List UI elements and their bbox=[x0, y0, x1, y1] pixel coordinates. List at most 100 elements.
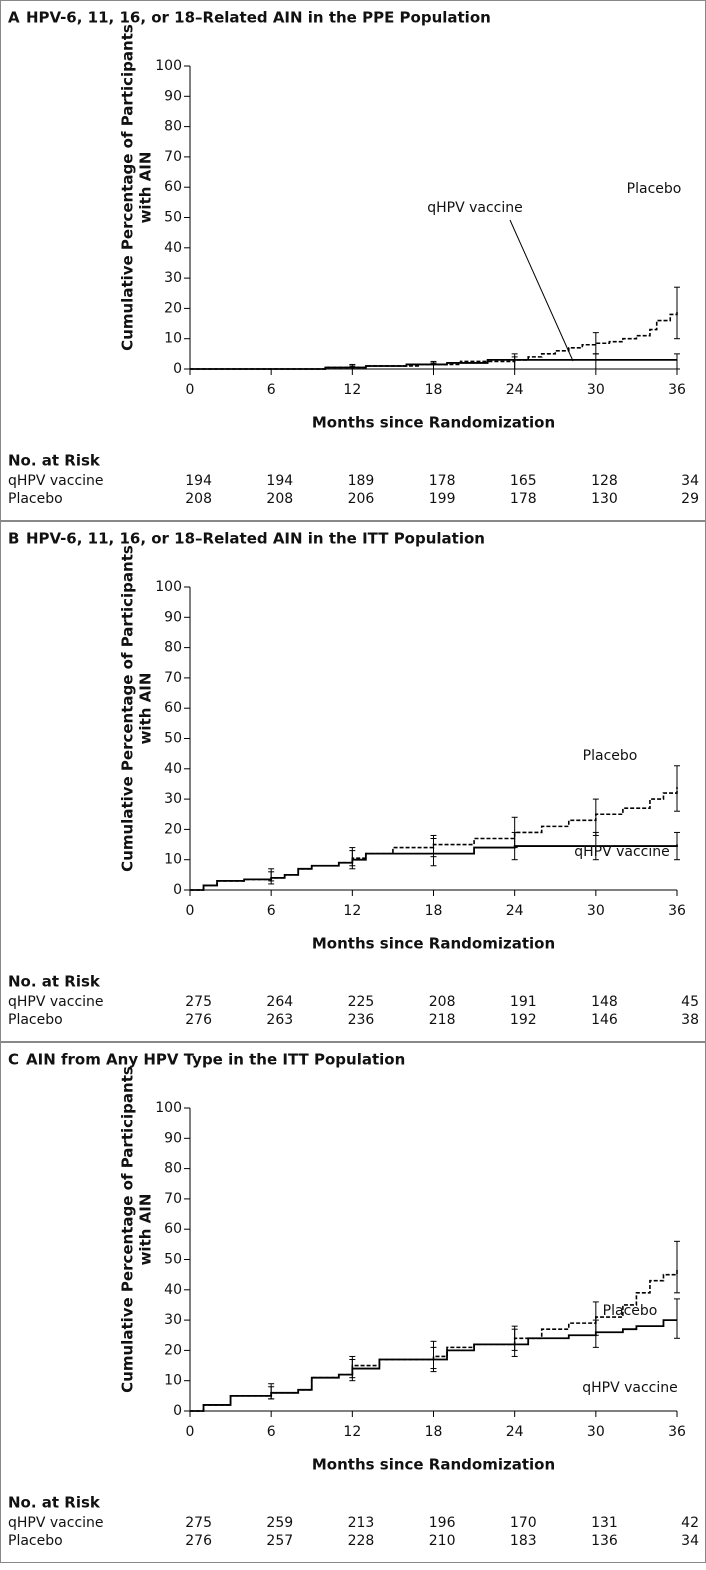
error-bar bbox=[349, 847, 356, 867]
x-tick-label: 0 bbox=[186, 382, 195, 398]
y-tick-label: 50 bbox=[164, 1252, 182, 1268]
panel-letter: B bbox=[8, 530, 19, 548]
x-tick-label: 24 bbox=[506, 382, 524, 398]
y-tick-label: 90 bbox=[164, 609, 182, 625]
y-tick-label: 40 bbox=[164, 1282, 182, 1298]
x-tick-label: 0 bbox=[186, 1424, 195, 1440]
error-bar bbox=[674, 353, 680, 370]
y-tick-label: 30 bbox=[164, 1312, 182, 1328]
y-tick-label: 60 bbox=[164, 179, 182, 195]
x-tick-label: 30 bbox=[587, 1424, 605, 1440]
step-line bbox=[190, 1268, 678, 1412]
risk-value: 228 bbox=[348, 1533, 375, 1549]
series-label: qHPV vaccine bbox=[574, 844, 670, 860]
risk-value: 208 bbox=[429, 994, 456, 1010]
error-bar bbox=[430, 834, 437, 858]
y-tick-label: 40 bbox=[164, 761, 182, 777]
y-axis-label: with AIN bbox=[137, 673, 155, 745]
risk-value: 183 bbox=[510, 1533, 537, 1549]
y-tick-label: 70 bbox=[164, 670, 182, 686]
error-bar bbox=[511, 1325, 518, 1351]
error-bar bbox=[592, 353, 599, 370]
y-tick-label: 40 bbox=[164, 240, 182, 256]
y-tick-label: 0 bbox=[173, 882, 182, 898]
panel: B HPV-6, 11, 16, or 18–Related AIN in the… bbox=[0, 521, 706, 1042]
y-axis-label: Cumulative Percentage of Participants bbox=[119, 24, 137, 351]
panel: C AIN from Any HPV Type in the ITT Popula… bbox=[0, 1042, 706, 1563]
risk-value: 213 bbox=[348, 1515, 375, 1531]
x-tick-label: 24 bbox=[506, 1424, 524, 1440]
panel-title: AIN from Any HPV Type in the ITT Populat… bbox=[26, 1051, 405, 1069]
y-tick-label: 100 bbox=[155, 1100, 182, 1116]
y-tick-label: 0 bbox=[173, 1403, 182, 1419]
x-tick-label: 18 bbox=[425, 382, 443, 398]
error-bar bbox=[430, 1340, 437, 1370]
risk-value: 128 bbox=[591, 473, 618, 489]
panel-letter: A bbox=[8, 9, 20, 27]
risk-value: 206 bbox=[348, 491, 375, 507]
y-tick-label: 60 bbox=[164, 700, 182, 716]
y-tick-label: 20 bbox=[164, 1342, 182, 1358]
panel-border bbox=[0, 1042, 706, 1563]
risk-value: 131 bbox=[591, 1515, 618, 1531]
step-line bbox=[190, 311, 678, 370]
x-tick-label: 36 bbox=[668, 1424, 686, 1440]
risk-value: 199 bbox=[429, 491, 456, 507]
error-bar bbox=[268, 1383, 275, 1400]
risk-value: 136 bbox=[591, 1533, 618, 1549]
error-bar bbox=[511, 353, 518, 370]
series-label: Placebo bbox=[603, 1303, 658, 1319]
risk-value: 189 bbox=[348, 473, 375, 489]
risk-row-label: qHPV vaccine bbox=[8, 994, 104, 1010]
y-axis-label: with AIN bbox=[137, 1194, 155, 1266]
risk-value: 178 bbox=[429, 473, 456, 489]
risk-value: 218 bbox=[429, 1012, 456, 1028]
risk-value: 34 bbox=[681, 1533, 699, 1549]
y-tick-label: 0 bbox=[173, 361, 182, 377]
y-tick-label: 10 bbox=[164, 852, 182, 868]
error-bar bbox=[511, 816, 518, 849]
risk-value: 38 bbox=[681, 1012, 699, 1028]
x-tick-label: 6 bbox=[267, 1424, 276, 1440]
panel-title: HPV-6, 11, 16, or 18–Related AIN in the … bbox=[26, 9, 491, 27]
risk-value: 275 bbox=[185, 1515, 212, 1531]
y-tick-label: 100 bbox=[155, 579, 182, 595]
risk-table-title: No. at Risk bbox=[8, 1494, 101, 1512]
y-tick-label: 70 bbox=[164, 149, 182, 165]
y-tick-label: 60 bbox=[164, 1221, 182, 1237]
risk-value: 259 bbox=[266, 1515, 293, 1531]
x-tick-label: 36 bbox=[668, 903, 686, 919]
risk-row-label: Placebo bbox=[8, 1533, 63, 1549]
x-axis-label: Months since Randomization bbox=[312, 935, 555, 953]
leader-line bbox=[509, 219, 574, 362]
error-bar bbox=[674, 1240, 680, 1294]
risk-value: 130 bbox=[591, 491, 618, 507]
risk-value: 165 bbox=[510, 473, 537, 489]
risk-value: 276 bbox=[185, 1012, 212, 1028]
y-tick-label: 100 bbox=[155, 58, 182, 74]
error-bar bbox=[674, 831, 680, 861]
error-bar bbox=[349, 363, 356, 370]
error-bar bbox=[268, 868, 275, 882]
y-tick-label: 50 bbox=[164, 210, 182, 226]
risk-table-title: No. at Risk bbox=[8, 973, 101, 991]
risk-value: 194 bbox=[185, 473, 212, 489]
risk-value: 42 bbox=[681, 1515, 699, 1531]
y-tick-label: 10 bbox=[164, 331, 182, 347]
y-tick-label: 30 bbox=[164, 270, 182, 286]
error-bar bbox=[349, 1355, 356, 1379]
risk-value: 178 bbox=[510, 491, 537, 507]
risk-value: 276 bbox=[185, 1533, 212, 1549]
y-tick-label: 20 bbox=[164, 300, 182, 316]
panel: A HPV-6, 11, 16, or 18–Related AIN in the… bbox=[0, 0, 706, 521]
series-label: Placebo bbox=[583, 748, 638, 764]
y-tick-label: 80 bbox=[164, 1161, 182, 1177]
risk-value: 148 bbox=[591, 994, 618, 1010]
x-tick-label: 30 bbox=[587, 382, 605, 398]
error-bar bbox=[674, 765, 680, 812]
risk-value: 191 bbox=[510, 994, 537, 1010]
risk-value: 208 bbox=[266, 491, 293, 507]
risk-value: 34 bbox=[681, 473, 699, 489]
risk-row-label: qHPV vaccine bbox=[8, 1515, 104, 1531]
